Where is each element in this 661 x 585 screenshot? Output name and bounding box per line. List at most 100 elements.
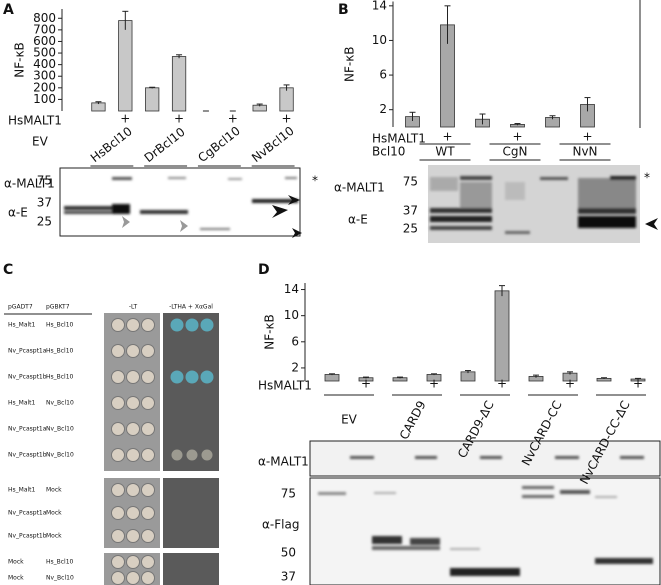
mw-marker: 37 [37,196,52,210]
y-tick-label: 100 [33,92,56,106]
blot-label: α-MALT1 [334,181,385,195]
colony [126,396,140,410]
x-tick-label: + [497,377,507,391]
error-bar [363,376,369,379]
bar [460,371,476,382]
group-label: DrBcl10 [142,125,188,165]
colony [111,370,125,384]
row-label: HsMALT1 [8,114,62,128]
y-tick-label: 300 [33,69,56,83]
row-label: Nv_Pcaspt1a [8,510,47,517]
group-label: CgBcl10 [195,124,243,165]
error-bar [95,101,102,105]
mw-marker: 75 [37,174,52,188]
group-label: EV [341,413,358,427]
blot-label: α-E [348,213,368,227]
error-bar [549,115,556,120]
colony [186,449,198,461]
group-label: CARD9 [397,398,429,441]
row-label: Mock [8,559,24,566]
colony [170,370,184,384]
y-axis-label: NF-κB [263,314,277,350]
row-label: Mock [46,510,62,517]
error-bar [444,5,451,44]
colony [111,555,125,569]
row-label: Nv_Pcaspt1b [8,452,47,459]
row-label: Nv_Pcaspt1b [8,533,47,540]
colony [141,483,155,497]
colony [170,318,184,332]
row-label: HsMALT1 [258,379,312,393]
mw-marker: 37 [403,204,418,218]
row-label: Nv_Bcl10 [46,575,74,582]
colony [111,318,125,332]
bar [494,290,510,382]
mw-marker: 50 [281,546,296,560]
x-tick-label: + [582,130,592,144]
colony [185,318,199,332]
group-label: NvBcl10 [249,124,297,166]
x-tick-label: + [361,377,371,391]
x-tick-label: + [429,377,439,391]
panel-letter: A [3,2,14,18]
colony [126,318,140,332]
blot-b: α-MALT1 α-E 75 37 25 * [334,0,658,243]
row-label: Hs_Bcl10 [46,559,74,566]
blot-label: α-MALT1 [4,177,55,191]
colony [201,449,213,461]
error-bar [465,370,471,374]
row-label: Nv_Pcaspt1a [8,426,47,433]
star: * [644,171,650,185]
colony [200,370,214,384]
row-label: HsMALT1 [372,132,426,146]
colony [141,318,155,332]
colony [171,449,183,461]
colony [141,506,155,520]
error-bar [635,377,641,380]
colony [111,344,125,358]
error-bar [431,373,437,376]
colony [111,422,125,436]
y-tick-label: 400 [33,57,56,71]
colony [141,529,155,543]
row-label: Bcl10 [372,145,405,159]
colony [126,344,140,358]
y-axis-label: NF-κB [13,42,27,78]
blot-label: α-Flag [262,518,299,532]
mw-marker: 37 [281,570,296,584]
group-label: WT [435,145,455,159]
y-tick-label: 500 [33,46,56,60]
error-bar [176,54,183,59]
colony [200,318,214,332]
header: pGADT7 [8,304,33,311]
row-label: Hs_Bcl10 [46,374,74,381]
y-tick-label: 10 [284,308,299,322]
error-bar [409,111,416,121]
blot-a: α-MALT1 α-E 75 37 25 * [4,167,318,238]
blot-label: α-MALT1 [258,455,309,469]
error-bar [533,374,539,378]
colony [126,571,140,585]
y-tick-label: 2 [291,360,299,374]
blot-label: α-E [8,206,28,220]
mw-marker: 75 [281,487,296,501]
colony [141,370,155,384]
y-tick-label: 14 [372,0,387,12]
colony [126,448,140,462]
error-bar [601,377,607,380]
colony [126,422,140,436]
x-tick-label: + [565,377,575,391]
colony [111,483,125,497]
error-bar [514,123,521,126]
x-tick-label: + [282,112,292,126]
row-label: Hs_Malt1 [8,322,36,329]
y-axis-label: NF-κB [343,46,357,82]
row-label: Hs_Malt1 [8,487,36,494]
star: * [312,174,318,188]
colony [141,422,155,436]
bar [118,20,133,112]
x-tick-label: + [120,112,130,126]
row-label: Hs_Bcl10 [46,348,74,355]
group-label: HsBcl10 [88,124,135,165]
colony [126,483,140,497]
